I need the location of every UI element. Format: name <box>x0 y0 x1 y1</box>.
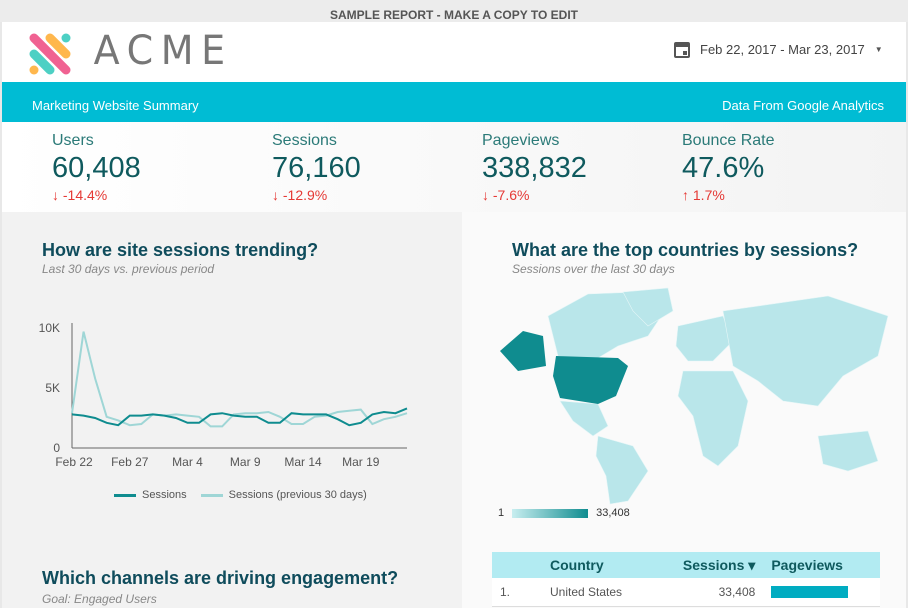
date-range-picker[interactable]: Feb 22, 2017 - Mar 23, 2017 ▼ <box>674 40 883 58</box>
kpi-delta: ↓ -14.4% <box>52 187 141 203</box>
kpi-value: 47.6% <box>682 152 765 184</box>
report-header: ACME Feb 22, 2017 - Mar 23, 2017 ▼ <box>2 22 906 82</box>
row-pageviews-bar <box>763 578 880 607</box>
acme-logo-icon <box>29 33 71 75</box>
chevron-down-icon: ▼ <box>874 44 883 54</box>
kpi-delta-text: -14.4% <box>62 187 108 203</box>
scale-gradient <box>512 508 589 518</box>
map-alaska <box>500 331 546 371</box>
kpi-users: Users 60,408 ↓ -14.4% <box>52 132 141 203</box>
map-asia <box>722 295 889 407</box>
series-line-sessions <box>71 407 408 427</box>
map-south-america <box>595 435 649 505</box>
map-mexico <box>559 400 609 437</box>
title-band: Marketing Website Summary Data From Goog… <box>2 82 906 122</box>
map-united-states <box>553 356 628 404</box>
data-source: Data From Google Analytics <box>722 98 884 113</box>
world-map[interactable] <box>498 286 898 506</box>
map-color-scale: 1 33,408 <box>498 507 630 519</box>
y-tick-label: 10K <box>39 321 60 335</box>
kpi-delta: ↑ 1.7% <box>682 187 775 203</box>
x-tick-label: Mar 14 <box>284 455 322 469</box>
kpi-delta: ↓ -7.6% <box>482 187 587 203</box>
channels-title: Which channels are driving engagement? <box>42 568 399 588</box>
legend-previous[interactable]: Sessions (previous 30 days) <box>200 489 367 501</box>
kpi-label: Users <box>52 132 94 149</box>
arrow-down-icon: ↓ <box>272 187 283 203</box>
arrow-down-icon: ↓ <box>482 187 493 203</box>
x-tick-label: Feb 22 <box>55 455 93 469</box>
map-africa <box>677 370 749 467</box>
report-title: Marketing Website Summary <box>32 98 199 113</box>
row-country: United States <box>542 578 653 607</box>
countries-table: Country Sessions ▾ Pageviews 1. United S… <box>492 552 880 607</box>
y-tick-label: 0 <box>53 441 60 455</box>
x-tick-label: Mar 4 <box>172 455 203 469</box>
kpi-label: Bounce Rate <box>682 132 775 149</box>
trend-title: How are site sessions trending? <box>42 240 319 260</box>
calendar-icon <box>674 42 690 58</box>
kpi-sessions: Sessions 76,160 ↓ -12.9% <box>272 132 361 203</box>
kpi-delta-text: -7.6% <box>492 187 530 203</box>
countries-subtitle: Sessions over the last 30 days <box>512 262 675 276</box>
sessions-line-chart: 0 5K 10K Feb 22 Feb 27 Mar 4 Mar 9 Mar 14 Mar 19 <box>39 321 408 469</box>
scale-max: 33,408 <box>596 507 630 519</box>
y-tick-label: 5K <box>45 381 60 395</box>
row-sessions: 33,408 <box>652 578 764 607</box>
kpi-value: 76,160 <box>272 152 361 184</box>
col-country[interactable]: Country <box>542 552 653 578</box>
kpi-label: Sessions <box>272 132 337 149</box>
kpi-bounce-rate: Bounce Rate 47.6% ↑ 1.7% <box>682 132 775 203</box>
series-line-previous <box>71 331 408 428</box>
table-row[interactable]: 1. United States 33,408 <box>492 578 880 607</box>
map-europe <box>675 315 734 362</box>
kpi-delta: ↓ -12.9% <box>272 187 361 203</box>
arrow-up-icon: ↑ <box>682 187 693 203</box>
trend-panel: How are site sessions trending? Last 30 … <box>2 212 462 608</box>
sample-report-banner: SAMPLE REPORT - MAKE A COPY TO EDIT <box>0 0 908 22</box>
legend-label: Sessions (previous 30 days) <box>228 489 367 501</box>
countries-panel: What are the top countries by sessions? … <box>462 212 906 608</box>
date-range-text: Feb 22, 2017 - Mar 23, 2017 <box>700 41 865 57</box>
chart-legend: Sessions Sessions (previous 30 days) <box>114 489 367 501</box>
kpi-value: 338,832 <box>482 152 587 184</box>
kpi-row: Users 60,408 ↓ -14.4% Sessions 76,160 ↓ -12.… <box>2 122 906 212</box>
row-rank: 1. <box>492 578 542 607</box>
scale-min: 1 <box>498 507 505 519</box>
kpi-pageviews: Pageviews 338,832 ↓ -7.6% <box>482 132 587 203</box>
kpi-delta-text: -12.9% <box>282 187 328 203</box>
x-tick-label: Mar 19 <box>342 455 380 469</box>
trend-subtitle: Last 30 days vs. previous period <box>42 262 215 276</box>
legend-label: Sessions <box>142 489 187 501</box>
table-header: Country Sessions ▾ Pageviews <box>492 552 880 578</box>
channels-subtitle: Goal: Engaged Users <box>42 592 157 606</box>
kpi-label: Pageviews <box>482 132 560 149</box>
arrow-down-icon: ↓ <box>52 187 63 203</box>
map-australia <box>817 430 879 472</box>
col-pageviews[interactable]: Pageviews <box>763 552 880 578</box>
kpi-value: 60,408 <box>52 152 141 184</box>
kpi-delta-text: 1.7% <box>692 187 725 203</box>
x-tick-label: Feb 27 <box>111 455 149 469</box>
x-tick-label: Mar 9 <box>230 455 261 469</box>
countries-title: What are the top countries by sessions? <box>512 240 859 260</box>
map-greenland <box>622 287 674 327</box>
col-sessions[interactable]: Sessions ▾ <box>652 552 764 578</box>
legend-sessions[interactable]: Sessions <box>114 489 187 501</box>
brand-name: ACME <box>93 28 233 74</box>
